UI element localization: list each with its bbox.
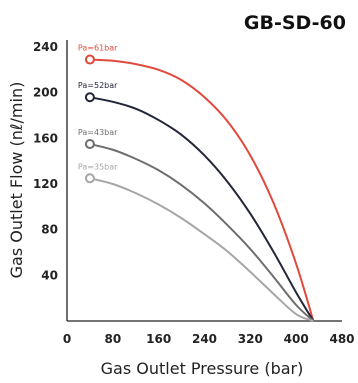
series-line	[89, 177, 314, 322]
series-start-marker	[84, 173, 95, 184]
x-tick-label: 480	[329, 332, 354, 346]
x-tick-label: 320	[238, 332, 263, 346]
y-tick-label: 240	[33, 40, 58, 54]
y-tick-label: 80	[41, 223, 58, 237]
x-tick-label: 400	[284, 332, 309, 346]
chart-title: GB-SD-60	[244, 12, 346, 34]
x-tick-labels: 0 80 160 240 320 400 480	[63, 332, 355, 346]
series-line	[89, 58, 315, 322]
series-line	[89, 96, 315, 322]
y-tick-label: 120	[33, 177, 58, 191]
y-axis-title: Gas Outlet Flow (nℓ/min)	[7, 82, 26, 279]
axes	[66, 40, 342, 322]
series-label: Pa=52bar	[78, 81, 118, 90]
series-layer: Pa=61bar Pa=52bar Pa=43bar Pa=35bar	[78, 44, 315, 322]
x-axis-title: Gas Outlet Pressure (bar)	[101, 359, 304, 378]
x-tick-label: 240	[192, 332, 217, 346]
series-label: Pa=43bar	[78, 128, 118, 137]
series-line	[89, 143, 315, 322]
series-label: Pa=61bar	[78, 44, 118, 53]
x-tick-label: 80	[104, 332, 121, 346]
series-start-marker	[84, 139, 95, 150]
y-tick-label: 40	[41, 268, 58, 282]
y-tick-label: 160	[33, 131, 58, 145]
x-tick-label: 160	[146, 332, 171, 346]
y-tick-labels: 40 80 120 160 200 240	[33, 40, 58, 282]
series-start-marker	[84, 92, 95, 103]
x-tick-label: 0	[63, 332, 71, 346]
y-tick-label: 200	[33, 86, 58, 100]
series-start-marker	[84, 54, 95, 65]
series-label: Pa=35bar	[78, 162, 118, 171]
